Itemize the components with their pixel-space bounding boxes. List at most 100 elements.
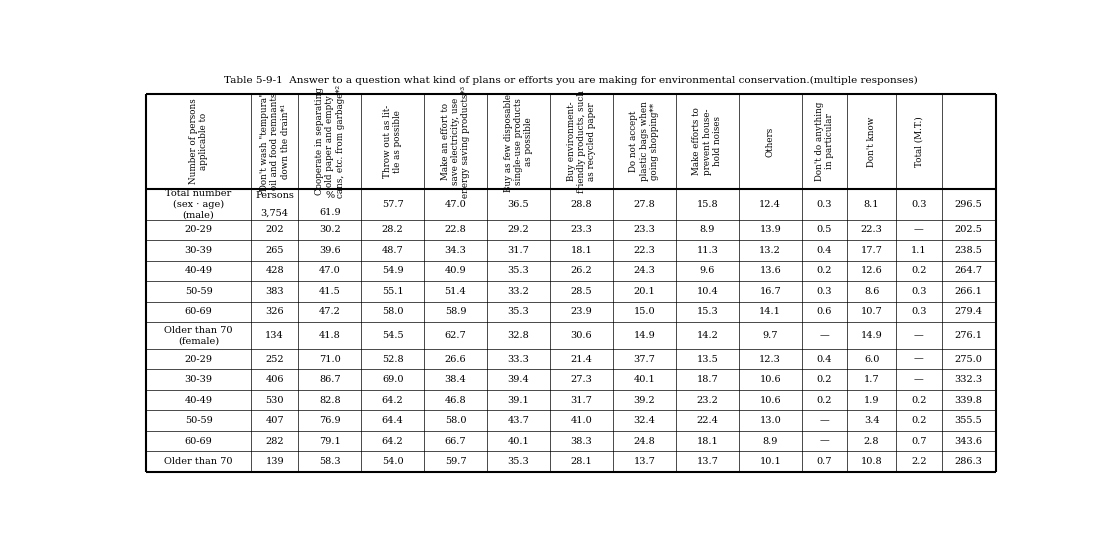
Text: —: — — [913, 375, 924, 384]
Text: 428: 428 — [265, 266, 284, 275]
Text: 39.1: 39.1 — [508, 396, 529, 405]
Text: 15.0: 15.0 — [634, 307, 655, 317]
Text: —: — — [820, 331, 829, 340]
Text: 238.5: 238.5 — [955, 246, 983, 255]
Text: Make efforts to
prevent house-
hold noises: Make efforts to prevent house- hold nois… — [693, 107, 722, 176]
Text: 14.9: 14.9 — [861, 331, 882, 340]
Text: 18.1: 18.1 — [696, 437, 719, 446]
Text: 8.9: 8.9 — [762, 437, 778, 446]
Text: 22.3: 22.3 — [861, 225, 882, 234]
Text: Make an effort to
save electricity, use
energy saving products*³: Make an effort to save electricity, use … — [441, 86, 470, 197]
Text: 47.0: 47.0 — [319, 266, 341, 275]
Text: 10.1: 10.1 — [760, 457, 781, 466]
Text: 0.7: 0.7 — [817, 457, 832, 466]
Text: Do not accept
plastic bags when
going shopping**: Do not accept plastic bags when going sh… — [629, 101, 659, 182]
Text: 0.2: 0.2 — [911, 416, 927, 425]
Text: 30.6: 30.6 — [570, 331, 593, 340]
Text: 265: 265 — [265, 246, 284, 255]
Text: Don't do anything
in particular: Don't do anything in particular — [814, 102, 834, 181]
Text: 64.2: 64.2 — [382, 437, 403, 446]
Text: 0.3: 0.3 — [911, 199, 927, 209]
Text: 55.1: 55.1 — [382, 287, 403, 296]
Text: Don't wash "tempura"
oil and food remnants
down the drain*¹: Don't wash "tempura" oil and food remnan… — [260, 92, 290, 191]
Text: 27.8: 27.8 — [634, 199, 655, 209]
Text: 0.3: 0.3 — [817, 287, 832, 296]
Text: 30-39: 30-39 — [185, 375, 213, 384]
Text: 37.7: 37.7 — [634, 354, 655, 364]
Text: Others: Others — [765, 126, 774, 157]
Text: 0.3: 0.3 — [911, 307, 927, 317]
Text: 15.3: 15.3 — [696, 307, 719, 317]
Text: 34.3: 34.3 — [444, 246, 467, 255]
Text: Older than 70: Older than 70 — [165, 457, 233, 466]
Text: 8.6: 8.6 — [863, 287, 879, 296]
Text: Total (M.T.): Total (M.T.) — [915, 116, 924, 167]
Text: 28.1: 28.1 — [570, 457, 593, 466]
Text: 13.6: 13.6 — [760, 266, 781, 275]
Text: 10.4: 10.4 — [696, 287, 719, 296]
Text: 22.8: 22.8 — [444, 225, 467, 234]
Text: 28.5: 28.5 — [570, 287, 593, 296]
Text: 33.2: 33.2 — [508, 287, 529, 296]
Text: 9.6: 9.6 — [700, 266, 715, 275]
Text: Number of persons
applicable to: Number of persons applicable to — [189, 99, 208, 184]
Text: 17.7: 17.7 — [861, 246, 882, 255]
Text: 1.9: 1.9 — [863, 396, 879, 405]
Text: 23.3: 23.3 — [634, 225, 655, 234]
Text: 58.0: 58.0 — [444, 416, 467, 425]
Text: 10.8: 10.8 — [861, 457, 882, 466]
Text: 13.2: 13.2 — [760, 246, 781, 255]
Text: 13.9: 13.9 — [760, 225, 781, 234]
Text: 0.2: 0.2 — [817, 375, 832, 384]
Text: 47.2: 47.2 — [319, 307, 341, 317]
Text: 79.1: 79.1 — [319, 437, 341, 446]
Text: 12.4: 12.4 — [760, 199, 781, 209]
Text: 52.8: 52.8 — [382, 354, 403, 364]
Text: Table 5-9-1  Answer to a question what kind of plans or efforts you are making f: Table 5-9-1 Answer to a question what ki… — [224, 75, 918, 85]
Text: 30.2: 30.2 — [319, 225, 341, 234]
Text: 0.3: 0.3 — [817, 199, 832, 209]
Text: 11.3: 11.3 — [696, 246, 719, 255]
Text: 59.7: 59.7 — [444, 457, 467, 466]
Text: 0.5: 0.5 — [817, 225, 832, 234]
Text: 61.9: 61.9 — [319, 208, 341, 217]
Text: 10.7: 10.7 — [861, 307, 882, 317]
Text: 58.0: 58.0 — [382, 307, 403, 317]
Text: 39.2: 39.2 — [634, 396, 655, 405]
Text: 39.6: 39.6 — [319, 246, 341, 255]
Text: 530: 530 — [265, 396, 284, 405]
Text: 0.4: 0.4 — [817, 354, 832, 364]
Text: 1.1: 1.1 — [911, 246, 927, 255]
Text: 264.7: 264.7 — [955, 266, 983, 275]
Text: 252: 252 — [265, 354, 284, 364]
Text: 26.6: 26.6 — [444, 354, 467, 364]
Text: Cooperate in separating
old paper and empty
cans, etc. from garbage*²: Cooperate in separating old paper and em… — [315, 85, 344, 198]
Text: 12.6: 12.6 — [861, 266, 882, 275]
Text: 8.9: 8.9 — [700, 225, 715, 234]
Text: —: — — [820, 437, 829, 446]
Text: 41.8: 41.8 — [319, 331, 341, 340]
Text: 57.7: 57.7 — [382, 199, 403, 209]
Text: 15.8: 15.8 — [696, 199, 719, 209]
Text: —: — — [913, 331, 924, 340]
Text: 40.1: 40.1 — [508, 437, 529, 446]
Text: 286.3: 286.3 — [955, 457, 983, 466]
Text: 71.0: 71.0 — [319, 354, 341, 364]
Text: 40-49: 40-49 — [185, 266, 213, 275]
Text: 16.7: 16.7 — [760, 287, 781, 296]
Text: 28.8: 28.8 — [570, 199, 593, 209]
Text: 1.7: 1.7 — [863, 375, 879, 384]
Text: 13.5: 13.5 — [696, 354, 719, 364]
Text: 22.3: 22.3 — [634, 246, 655, 255]
Text: 0.2: 0.2 — [911, 266, 927, 275]
Text: 62.7: 62.7 — [444, 331, 467, 340]
Text: 40.9: 40.9 — [444, 266, 467, 275]
Text: 26.2: 26.2 — [570, 266, 593, 275]
Text: 35.3: 35.3 — [508, 266, 529, 275]
Text: 36.5: 36.5 — [508, 199, 529, 209]
Text: —: — — [820, 416, 829, 425]
Text: 23.9: 23.9 — [570, 307, 593, 317]
Text: 355.5: 355.5 — [955, 416, 983, 425]
Text: 3,754: 3,754 — [261, 208, 289, 217]
Text: Throw out as lit-
tle as possible: Throw out as lit- tle as possible — [383, 105, 402, 178]
